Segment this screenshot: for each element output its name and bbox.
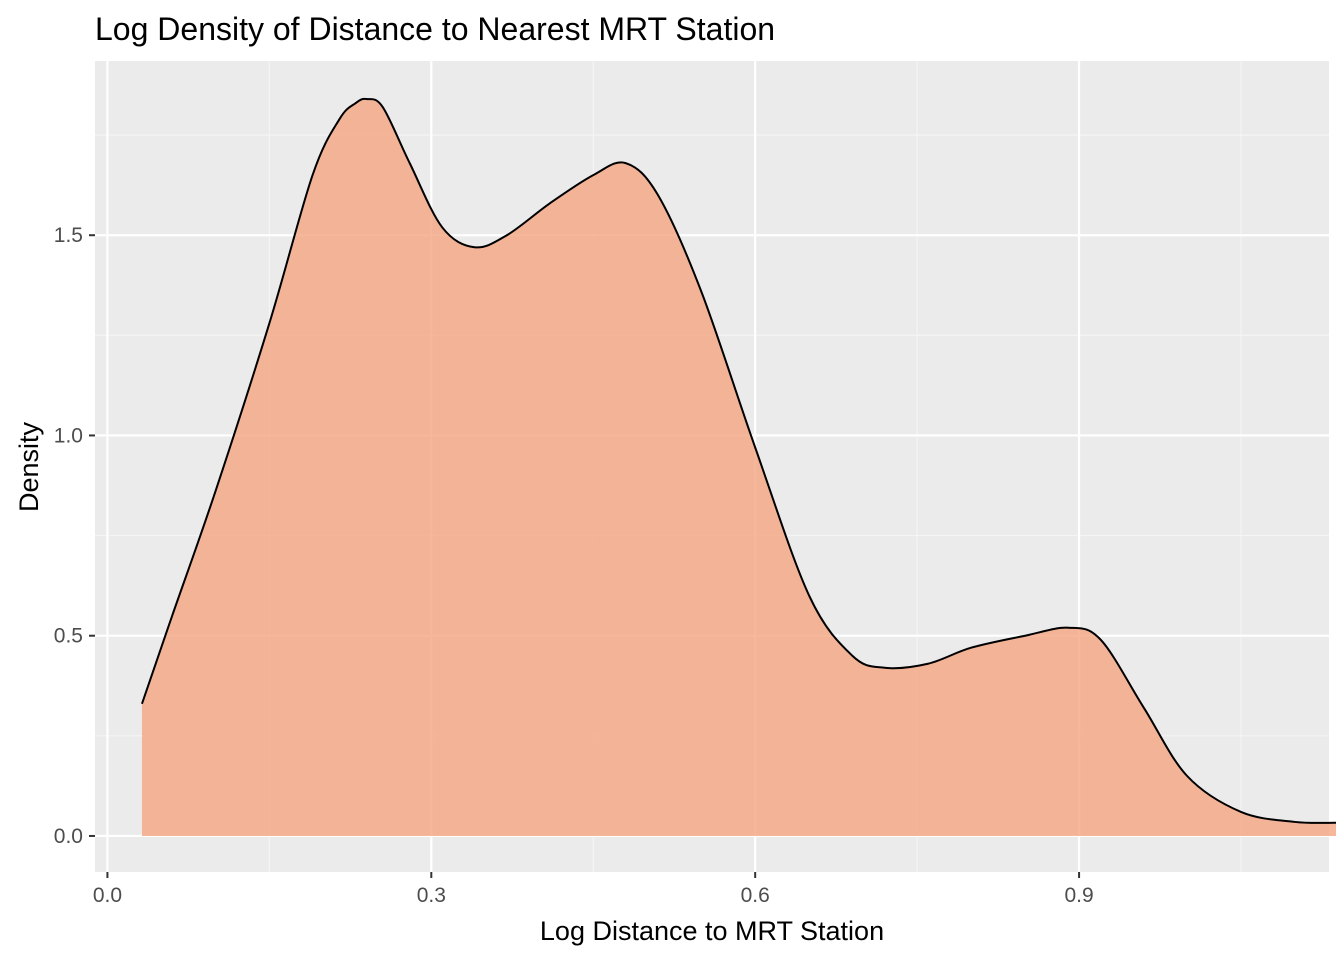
y-axis-title: Density [14, 421, 44, 512]
x-tick-label: 0.9 [1064, 884, 1093, 907]
x-tick-label: 0.3 [417, 884, 446, 907]
y-tick-label: 0.0 [54, 825, 83, 848]
y-tick-label: 1.0 [54, 424, 83, 447]
x-axis: 0.0 0.3 0.6 0.9 [93, 872, 1094, 907]
y-tick-label: 0.5 [54, 625, 83, 648]
y-axis: 0.0 0.5 1.0 1.5 [54, 224, 95, 848]
x-tick-label: 0.6 [741, 884, 770, 907]
x-axis-title: Log Distance to MRT Station [540, 916, 884, 946]
x-tick-label: 0.0 [93, 884, 122, 907]
density-area [141, 98, 1337, 836]
y-tick-label: 1.5 [54, 224, 83, 247]
chart-title: Log Density of Distance to Nearest MRT S… [95, 11, 775, 47]
density-line [141, 97, 1337, 824]
